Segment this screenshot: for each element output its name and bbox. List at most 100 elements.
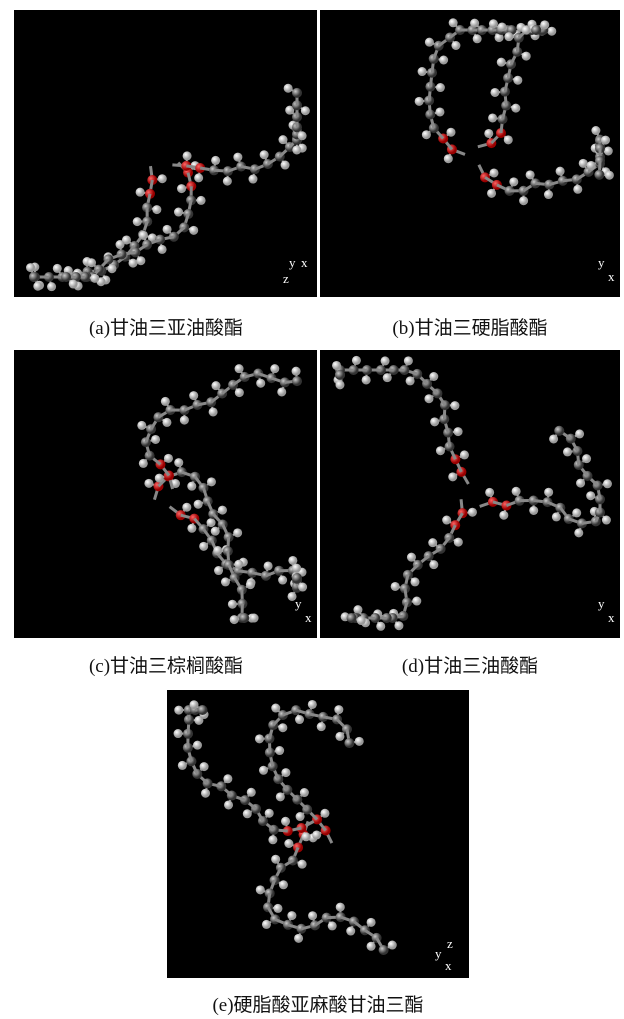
hydrogen <box>460 450 469 459</box>
hydrogen <box>194 173 203 182</box>
hydrogen <box>410 577 419 586</box>
hydrogen <box>295 715 304 724</box>
hydrogen <box>444 154 453 163</box>
hydrogen <box>284 84 293 93</box>
hydrogen <box>162 418 171 427</box>
hydrogen <box>294 934 303 943</box>
axis-label: z <box>447 936 453 952</box>
hydrogen <box>287 911 296 920</box>
hydrogen <box>468 508 477 517</box>
hydrogen <box>281 161 290 170</box>
hydrogen <box>582 454 591 463</box>
hydrogen <box>218 506 227 515</box>
hydrogen <box>544 190 553 199</box>
hydrogen <box>129 259 138 268</box>
hydrogen <box>136 188 145 197</box>
hydrogen <box>107 264 116 273</box>
hydrogen <box>497 58 506 67</box>
hydrogen <box>355 737 364 746</box>
hydrogen <box>164 454 173 463</box>
hydrogen <box>435 107 444 116</box>
carbon <box>554 426 564 436</box>
figure: yxz(a)甘油三亚油酸酯 yx(b)甘油三硬脂酸酯 yx(c)甘油三棕榈酸酯 … <box>0 0 624 1019</box>
hydrogen <box>425 38 434 47</box>
hydrogen <box>223 177 232 186</box>
hydrogen <box>335 380 344 389</box>
hydrogen <box>243 809 252 818</box>
hydrogen <box>211 156 220 165</box>
hydrogen <box>428 538 437 547</box>
hydrogen <box>33 282 42 291</box>
panel-caption: (b)甘油三硬脂酸酯 <box>320 313 620 340</box>
hydrogen <box>194 500 203 509</box>
hydrogen <box>278 576 287 585</box>
hydrogen <box>576 479 585 488</box>
hydrogen <box>158 245 167 254</box>
hydrogen <box>224 800 233 809</box>
hydrogen <box>574 528 583 537</box>
panel-caption: (e)硬脂酸亚麻酸甘油三酯 <box>168 990 468 1017</box>
hydrogen <box>429 560 438 569</box>
hydrogen <box>487 189 496 198</box>
hydrogen <box>262 920 271 929</box>
hydrogen <box>278 135 287 144</box>
axis-label: y <box>289 255 296 271</box>
hydrogen <box>213 546 222 555</box>
molecule <box>167 690 469 978</box>
carbon <box>594 170 604 180</box>
hydrogen <box>273 904 282 913</box>
carbon <box>531 25 541 35</box>
hydrogen <box>235 364 244 373</box>
hydrogen <box>87 258 96 267</box>
panel-caption: (a)甘油三亚油酸酯 <box>16 313 316 340</box>
hydrogen <box>264 561 273 570</box>
hydrogen <box>312 830 321 839</box>
hydrogen <box>605 171 614 180</box>
axis-label: y <box>295 596 302 612</box>
hydrogen <box>271 704 280 713</box>
carbon <box>347 613 357 623</box>
hydrogen <box>233 153 242 162</box>
hydrogen <box>499 511 508 520</box>
hydrogen <box>334 705 343 714</box>
carbon <box>292 88 302 98</box>
hydrogen <box>137 421 146 430</box>
hydrogen <box>415 97 424 106</box>
carbon <box>61 272 71 282</box>
hydrogen <box>353 605 362 614</box>
hydrogen <box>161 397 170 406</box>
carbon <box>335 370 345 380</box>
hydrogen <box>174 458 183 467</box>
hydrogen <box>522 52 531 61</box>
hydrogen <box>489 19 498 28</box>
hydrogen <box>473 34 482 43</box>
carbon <box>292 376 302 386</box>
hydrogen <box>284 839 293 848</box>
hydrogen <box>335 732 344 741</box>
axis-label: y <box>598 255 605 271</box>
hydrogen <box>223 774 232 783</box>
hydrogen <box>603 479 612 488</box>
hydrogen <box>292 145 301 154</box>
hydrogen <box>247 788 256 797</box>
hydrogen <box>308 911 317 920</box>
hydrogen <box>422 130 431 139</box>
hydrogen <box>193 741 202 750</box>
hydrogen <box>214 566 223 575</box>
molecule <box>320 10 620 297</box>
hydrogen <box>275 746 284 755</box>
carbon <box>292 573 302 583</box>
hydrogen <box>298 860 307 869</box>
hydrogen <box>332 361 341 370</box>
hydrogen <box>512 487 521 496</box>
hydrogen <box>549 434 558 443</box>
hydrogen <box>439 55 448 64</box>
molecule <box>320 350 620 638</box>
hydrogen <box>256 885 265 894</box>
hydrogen <box>454 427 463 436</box>
hydrogen <box>276 792 285 801</box>
carbon <box>379 945 389 955</box>
hydrogen <box>292 367 301 376</box>
